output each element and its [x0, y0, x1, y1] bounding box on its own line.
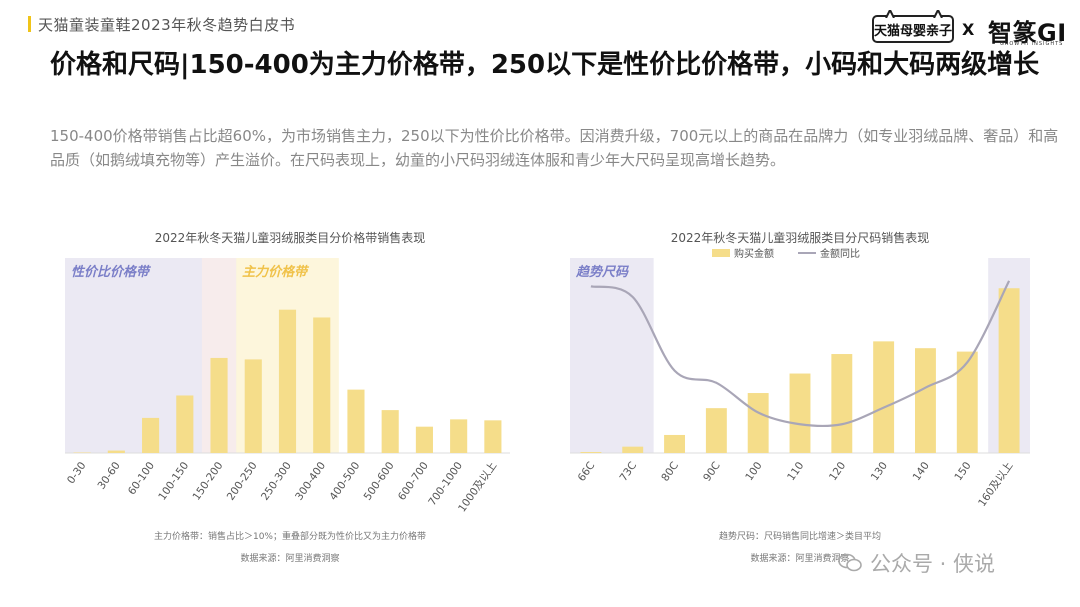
chart-source: 数据来源：阿里消费洞察: [240, 552, 339, 564]
bar-150: [956, 351, 978, 453]
legend-label-line: 金额同比: [820, 247, 860, 260]
region-label-1: 主力价格带: [242, 264, 310, 280]
bar-100: [747, 393, 769, 453]
tick-label-400-500: 400-500: [327, 460, 362, 503]
bar-140: [915, 348, 936, 453]
tick-label-30-60: 30-60: [95, 460, 122, 492]
bar-1000及以上: [484, 420, 502, 453]
tick-label-500-600: 500-600: [362, 460, 397, 503]
bar-200-250: [244, 359, 262, 453]
tick-label-0-30: 0-30: [65, 460, 89, 486]
tick-label-600-700: 600-700: [396, 460, 431, 503]
tick-label-110: 110: [785, 460, 806, 483]
bar-100-150: [176, 395, 194, 453]
tick-label-130: 130: [869, 460, 890, 483]
tick-label-80C: 80C: [659, 460, 681, 484]
tick-label-140: 140: [911, 460, 932, 483]
legend-swatch-bar: [712, 249, 730, 257]
chart-footnote: 趋势尺码：尺码销售同比增速＞类目平均: [719, 530, 881, 542]
report-title: 天猫童装童鞋2023年秋冬趋势白皮书: [38, 16, 296, 34]
chart-title: 2022年秋冬天猫儿童羽绒服类目分价格带销售表现: [155, 230, 426, 245]
bar-66C: [580, 452, 602, 453]
wechat-watermark: 公众号 · 侠说: [838, 548, 995, 578]
tick-label-100: 100: [743, 460, 764, 483]
title-accent-bar: [28, 16, 31, 32]
chart-title: 2022年秋冬天猫儿童羽绒服类目分尺码销售表现: [671, 230, 930, 245]
tick-label-73C: 73C: [617, 460, 639, 484]
region-shade-0: [570, 258, 654, 453]
yoy-growth-line: [590, 280, 1011, 428]
wechat-icon: [838, 553, 862, 572]
bar-250-300: [278, 309, 297, 453]
chart-footnote: 主力价格带：销售占比＞10%；重叠部分既为性价比又为主力价格带: [154, 530, 426, 542]
tick-label-150: 150: [952, 460, 973, 483]
bar-60-100: [142, 417, 160, 453]
tick-label-66C: 66C: [576, 460, 598, 484]
tick-label-200-250: 200-250: [225, 460, 260, 503]
page-headline: 价格和尺码|150-400为主力价格带，250以下是性价比价格带，小码和大码两级…: [50, 50, 1040, 80]
bar-150-200: [210, 357, 228, 453]
bar-130: [873, 341, 895, 453]
bar-80C: [664, 434, 685, 453]
cat-ears-icon: [885, 10, 943, 18]
zhizhuan-gi-logo: 智篆GI: [988, 19, 1067, 47]
bar-73C: [622, 446, 644, 453]
tick-label-150-200: 150-200: [191, 460, 226, 503]
top-bar: 天猫童装童鞋2023年秋冬趋势白皮书 天猫母婴亲子 X 智篆GI GROWTH …: [0, 0, 1080, 47]
tick-label-60-100: 60-100: [126, 460, 157, 497]
tick-label-700-1000: 700-1000: [426, 460, 465, 508]
brand-separator: X: [962, 20, 975, 39]
tmall-baby-logo: 天猫母婴亲子: [872, 10, 954, 43]
region-label-0: 性价比价格带: [71, 264, 152, 280]
bar-120: [831, 354, 853, 453]
region-label-0: 趋势尺码: [575, 264, 630, 280]
tick-label-90C: 90C: [701, 460, 723, 484]
page-subtext: 150-400价格带销售占比超60%，为市场销售主力，250以下为性价比价格带。…: [50, 127, 1059, 169]
tick-label-100-150: 100-150: [156, 460, 191, 503]
tick-label-300-400: 300-400: [293, 460, 328, 503]
chart-source: 数据来源：阿里消费洞察: [750, 552, 849, 564]
bar-700-1000: [450, 419, 468, 453]
bar-30-60: [107, 450, 125, 453]
bar-160及以上: [998, 288, 1020, 453]
bar-400-500: [347, 389, 365, 453]
tmall-baby-logo-text: 天猫母婴亲子: [874, 23, 953, 39]
zhizhuan-gi-tagline: GROWTH INSIGHTS: [1000, 41, 1064, 47]
bar-300-400: [313, 317, 331, 453]
legend-label-bar: 购买金额: [734, 247, 774, 260]
tick-label-160及以上: 160及以上: [976, 460, 1015, 509]
bar-90C: [705, 408, 727, 453]
bar-110: [789, 373, 811, 453]
bar-600-700: [415, 426, 433, 453]
tick-label-250-300: 250-300: [259, 460, 294, 503]
watermark-text: 公众号 · 侠说: [870, 552, 996, 576]
bar-500-600: [381, 410, 399, 453]
tick-label-120: 120: [827, 460, 848, 483]
